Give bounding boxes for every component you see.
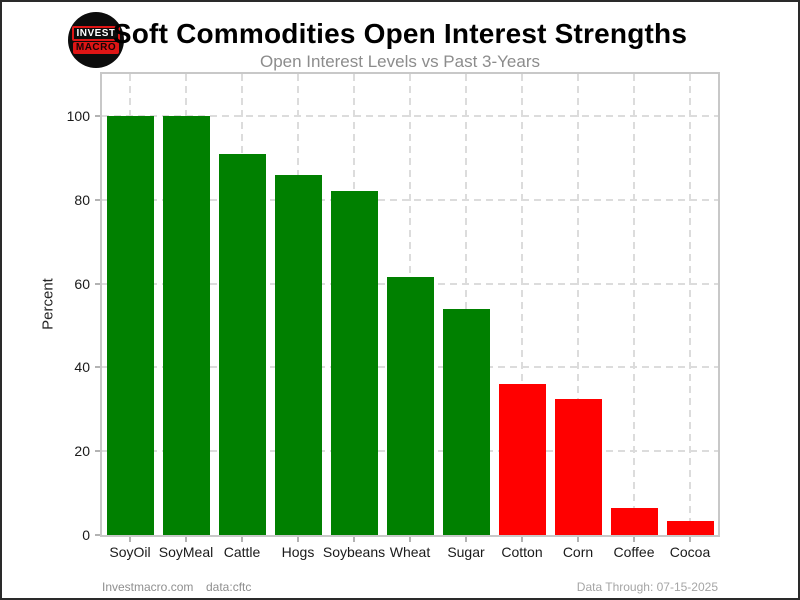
gridline-vertical <box>465 74 467 535</box>
x-tick-mark <box>353 537 355 542</box>
y-tick-label: 40 <box>74 359 90 376</box>
y-tick-mark <box>95 366 100 369</box>
chart-subtitle: Open Interest Levels vs Past 3-Years <box>259 52 541 71</box>
bar-cocoa <box>666 521 714 535</box>
x-tick-mark <box>409 537 411 542</box>
y-tick-label: 60 <box>74 275 90 292</box>
y-tick-mark <box>95 198 100 201</box>
y-tick-mark <box>95 534 100 536</box>
y-tick-label: 80 <box>74 191 90 208</box>
chart-title: Soft Commodities Open Interest Strengths <box>112 18 688 49</box>
gridline-vertical <box>633 74 635 535</box>
bar-coffee <box>610 507 658 535</box>
x-tick-label: SoyMeal <box>158 544 214 560</box>
logo-invest-text: INVEST <box>72 26 120 41</box>
bar-cattle <box>218 153 266 535</box>
bar-cotton <box>498 384 546 535</box>
x-tick-mark <box>129 537 131 542</box>
footer-data-source: data:cftc <box>206 580 252 594</box>
y-tick-mark <box>95 282 100 285</box>
x-tick-label: Wheat <box>389 544 431 560</box>
bar-wheat <box>386 277 434 535</box>
investmacro-logo: INVEST MACRO <box>68 12 124 68</box>
x-tick-label: Corn <box>562 544 594 560</box>
x-tick-mark <box>689 537 691 542</box>
x-tick-mark <box>633 537 635 542</box>
x-tick-mark <box>465 537 467 542</box>
x-tick-mark <box>185 537 187 542</box>
footer-site-text: Investmacro.com <box>102 580 194 594</box>
bar-soybeans <box>330 191 378 535</box>
gridline-vertical <box>521 74 523 535</box>
y-tick-label: 100 <box>66 107 90 124</box>
bar-soymeal <box>162 115 210 535</box>
x-tick-label: Hogs <box>281 544 315 560</box>
x-tick-mark <box>297 537 299 542</box>
bar-corn <box>554 398 602 535</box>
x-tick-label: SoyOil <box>109 544 151 560</box>
x-tick-label: Soybeans <box>322 544 386 560</box>
y-tick-mark <box>95 450 100 453</box>
x-tick-label: Cotton <box>501 544 543 560</box>
plot-area <box>100 72 720 537</box>
logo-macro-text: MACRO <box>72 42 120 54</box>
x-tick-label: Cattle <box>223 544 261 560</box>
y-tick-label: 20 <box>74 443 90 460</box>
bar-soyoil <box>106 115 154 535</box>
footer-data-through: Data Through: 07-15-2025 <box>576 580 718 594</box>
x-tick-mark <box>521 537 523 542</box>
gridline-vertical <box>577 74 579 535</box>
x-tick-label: Coffee <box>613 544 655 560</box>
y-tick-label: 0 <box>82 527 90 543</box>
x-tick-mark <box>241 537 243 542</box>
x-tick-label: Cocoa <box>669 544 711 560</box>
y-tick-mark <box>95 114 100 117</box>
x-tick-mark <box>577 537 579 542</box>
bar-sugar <box>442 308 490 535</box>
gridline-vertical <box>689 74 691 535</box>
bar-hogs <box>274 174 322 535</box>
x-tick-label: Sugar <box>447 544 485 560</box>
